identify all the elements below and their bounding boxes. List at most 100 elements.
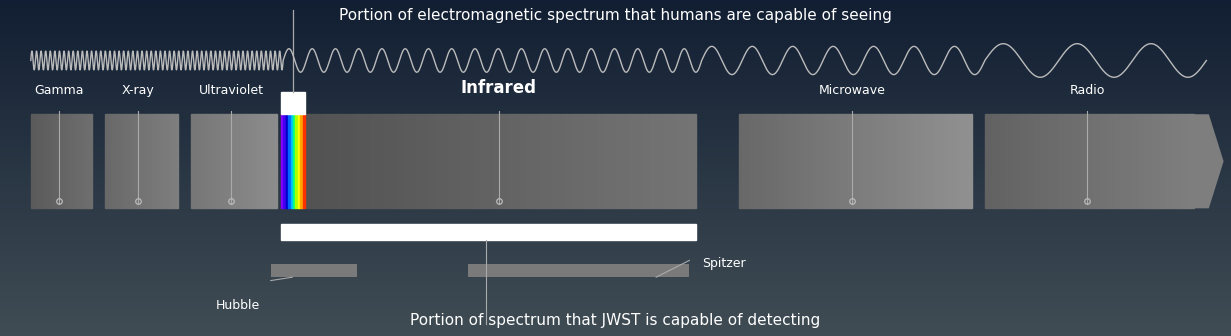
Bar (598, 114, 604, 208)
Bar (1135, 114, 1139, 208)
Bar (1034, 114, 1037, 208)
Bar (828, 114, 832, 208)
Bar (985, 114, 988, 208)
Bar (428, 114, 436, 208)
Bar (1173, 114, 1177, 208)
Bar (820, 114, 825, 208)
Bar (331, 114, 337, 208)
Bar (1160, 114, 1162, 208)
Bar (259, 114, 260, 208)
Bar (281, 114, 283, 208)
Bar (235, 114, 236, 208)
Bar (209, 114, 211, 208)
Bar (762, 114, 766, 208)
Bar (844, 114, 848, 208)
Bar (875, 114, 879, 208)
Bar (377, 114, 383, 208)
Bar (231, 114, 233, 208)
Bar (305, 114, 311, 208)
Bar (816, 114, 820, 208)
Text: Portion of spectrum that JWST is capable of detecting: Portion of spectrum that JWST is capable… (410, 312, 821, 328)
Bar (214, 114, 215, 208)
Bar (403, 114, 410, 208)
FancyArrow shape (1194, 114, 1224, 208)
Bar (953, 114, 956, 208)
Bar (261, 114, 262, 208)
Bar (246, 114, 249, 208)
Bar (1082, 114, 1086, 208)
Bar (1040, 114, 1044, 208)
Bar (165, 114, 166, 208)
Bar (650, 114, 656, 208)
Bar (1142, 114, 1145, 208)
Bar (565, 114, 572, 208)
Bar (624, 114, 630, 208)
Bar (1017, 114, 1019, 208)
Bar (852, 114, 856, 208)
Bar (345, 114, 351, 208)
Text: Spitzer: Spitzer (702, 257, 745, 270)
Bar (1037, 114, 1040, 208)
Bar (739, 114, 742, 208)
Bar (1093, 114, 1097, 208)
Bar (929, 114, 933, 208)
Bar (218, 114, 219, 208)
Bar (902, 114, 906, 208)
Bar (611, 114, 618, 208)
Text: Radio: Radio (1070, 84, 1104, 97)
Bar (487, 114, 494, 208)
Bar (416, 114, 422, 208)
Bar (910, 114, 913, 208)
Bar (133, 114, 134, 208)
Bar (1072, 114, 1076, 208)
Bar (351, 114, 357, 208)
Bar (539, 114, 545, 208)
Bar (1078, 114, 1082, 208)
Bar (135, 114, 137, 208)
Bar (809, 114, 812, 208)
Bar (270, 114, 271, 208)
Bar (500, 114, 507, 208)
Bar (945, 114, 949, 208)
Bar (201, 114, 202, 208)
Bar (271, 114, 272, 208)
Bar (644, 114, 650, 208)
Bar (527, 114, 533, 208)
Bar (1118, 114, 1120, 208)
Bar (252, 114, 254, 208)
Bar (112, 114, 113, 208)
Bar (162, 114, 164, 208)
Bar (167, 114, 169, 208)
Bar (1055, 114, 1057, 208)
Bar (154, 114, 155, 208)
Bar (938, 114, 942, 208)
Bar (390, 114, 396, 208)
Bar (832, 114, 836, 208)
Bar (899, 114, 902, 208)
Bar (1184, 114, 1187, 208)
Bar (992, 114, 995, 208)
Bar (223, 114, 224, 208)
Bar (275, 114, 276, 208)
Bar (742, 114, 746, 208)
Bar (758, 114, 762, 208)
Bar (591, 114, 598, 208)
Bar (1076, 114, 1078, 208)
Bar (883, 114, 886, 208)
Bar (1120, 114, 1124, 208)
Text: Hubble: Hubble (215, 299, 260, 312)
Bar (1114, 114, 1118, 208)
Bar (746, 114, 750, 208)
Bar (812, 114, 816, 208)
Bar (174, 114, 175, 208)
Bar (1006, 114, 1009, 208)
Bar (1097, 114, 1099, 208)
Bar (1145, 114, 1149, 208)
Bar (891, 114, 895, 208)
Bar (256, 114, 257, 208)
Bar (149, 114, 150, 208)
Bar (1089, 114, 1093, 208)
Bar (886, 114, 891, 208)
Bar (243, 114, 244, 208)
Bar (225, 114, 227, 208)
